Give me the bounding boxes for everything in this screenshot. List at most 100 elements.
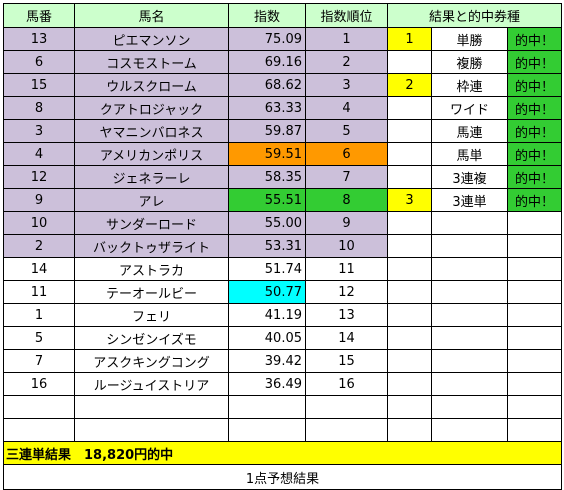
hit-status-cell: 的中！ <box>507 142 562 166</box>
index-cell: 55.00 <box>228 211 306 235</box>
horse-number-cell: 12 <box>3 165 75 189</box>
bet-type-cell <box>431 418 508 442</box>
table-row: 13 ピエマンソン 75.09 1 1 単勝 的中！ <box>3 27 562 51</box>
table-row: 12 ジェネラーレ 58.35 7 3連複 的中！ <box>3 165 562 189</box>
finish-place-cell <box>387 372 432 396</box>
horse-name-cell: ヤマニンバロネス <box>74 119 229 143</box>
index-rank-cell: 9 <box>305 211 388 235</box>
bet-type-cell <box>431 395 508 419</box>
index-cell: 68.62 <box>228 73 306 97</box>
hit-status-cell: 的中！ <box>507 27 562 51</box>
bet-type-cell: 単勝 <box>431 27 508 51</box>
table-row: 14 アストラカ 51.74 11 <box>3 257 562 281</box>
horse-number-cell: 16 <box>3 372 75 396</box>
horse-name-cell: アレ <box>74 188 229 212</box>
index-cell: 55.51 <box>228 188 306 212</box>
horse-name-cell: コスモストーム <box>74 50 229 74</box>
footer-row: 1点予想結果 <box>3 464 562 490</box>
horse-number-cell: 5 <box>3 326 75 350</box>
footer-caption: 1点予想結果 <box>3 464 562 490</box>
results-table: 馬番 馬名 指数 指数順位 結果と的中券種 13 ピエマンソン 75.09 1 1 単勝的… <box>3 3 562 490</box>
horse-number-cell: 11 <box>3 280 75 304</box>
finish-place-cell <box>387 303 432 327</box>
table-row: 16 ルージュイストリア 36.49 16 <box>3 372 562 396</box>
index-rank-cell: 8 <box>305 188 388 212</box>
finish-place-cell: 3 <box>387 188 432 212</box>
horse-number-cell: 15 <box>3 73 75 97</box>
table-row: 8 クアトロジャック 63.33 4 ワイド 的中！ <box>3 96 562 120</box>
index-cell: 59.51 <box>228 142 306 166</box>
horse-name-cell: シンゼンイズモ <box>74 326 229 350</box>
horse-number-cell: 1 <box>3 303 75 327</box>
index-cell: 41.19 <box>228 303 306 327</box>
index-rank-cell: 5 <box>305 119 388 143</box>
bet-type-cell <box>431 257 508 281</box>
bet-type-cell: 馬単 <box>431 142 508 166</box>
horse-number-cell: 9 <box>3 188 75 212</box>
hit-status-cell: 的中！ <box>507 50 562 74</box>
horse-number-cell: 4 <box>3 142 75 166</box>
finish-place-cell <box>387 234 432 258</box>
index-rank-cell: 6 <box>305 142 388 166</box>
horse-name-cell: サンダーロード <box>74 211 229 235</box>
table-row: 5 シンゼンイズモ 40.05 14 <box>3 326 562 350</box>
finish-place-cell <box>387 119 432 143</box>
finish-place-cell <box>387 349 432 373</box>
hit-status-cell <box>507 326 562 350</box>
table-row: 7 アスクキングコング 39.42 15 <box>3 349 562 373</box>
table-row: 9 アレ 55.51 8 3 3連単 的中！ <box>3 188 562 212</box>
bet-type-cell: 馬連 <box>431 119 508 143</box>
trifecta-result-text: 三連単結果 18,820円的中 <box>3 441 562 465</box>
index-rank-cell: 1 <box>305 27 388 51</box>
table-row: 11 テーオールビー 50.77 12 <box>3 280 562 304</box>
table-row <box>3 418 562 442</box>
hit-status-cell: 的中！ <box>507 96 562 120</box>
table-row: 6 コスモストーム 69.16 2 複勝 的中！ <box>3 50 562 74</box>
finish-place-cell <box>387 395 432 419</box>
horse-number-cell: 3 <box>3 119 75 143</box>
index-rank-cell: 12 <box>305 280 388 304</box>
index-cell: 75.09 <box>228 27 306 51</box>
finish-place-cell <box>387 142 432 166</box>
finish-place-cell <box>387 50 432 74</box>
bet-type-cell: 複勝 <box>431 50 508 74</box>
table-row <box>3 395 562 419</box>
index-rank-cell <box>305 395 388 419</box>
finish-place-cell: 1 <box>387 27 432 51</box>
horse-number-cell <box>3 418 75 442</box>
bet-type-cell <box>431 372 508 396</box>
hit-status-cell: 的中！ <box>507 73 562 97</box>
horse-number-cell: 14 <box>3 257 75 281</box>
horse-name-cell: クアトロジャック <box>74 96 229 120</box>
bet-type-cell <box>431 211 508 235</box>
index-cell <box>228 395 306 419</box>
horse-name-cell: バックトゥザライト <box>74 234 229 258</box>
table-row: 2 バックトゥザライト 53.31 10 <box>3 234 562 258</box>
index-cell: 39.42 <box>228 349 306 373</box>
horse-name-cell: フェリ <box>74 303 229 327</box>
finish-place-cell <box>387 326 432 350</box>
bet-type-cell: 3連複 <box>431 165 508 189</box>
finish-place-cell <box>387 96 432 120</box>
table-row: 1 フェリ 41.19 13 <box>3 303 562 327</box>
horse-number-cell: 7 <box>3 349 75 373</box>
finish-place-cell <box>387 211 432 235</box>
table-row: 3 ヤマニンバロネス 59.87 5 馬連 的中！ <box>3 119 562 143</box>
bet-type-cell <box>431 349 508 373</box>
horse-name-cell <box>74 395 229 419</box>
horse-number-cell: 8 <box>3 96 75 120</box>
finish-place-cell: 2 <box>387 73 432 97</box>
bet-type-cell: 枠連 <box>431 73 508 97</box>
horse-number-cell: 13 <box>3 27 75 51</box>
horse-name-cell: アストラカ <box>74 257 229 281</box>
index-cell: 40.05 <box>228 326 306 350</box>
index-rank-cell: 11 <box>305 257 388 281</box>
finish-place-cell <box>387 280 432 304</box>
horse-name-cell: ルージュイストリア <box>74 372 229 396</box>
table-row: 4 アメリカンポリス 59.51 6 馬単 的中！ <box>3 142 562 166</box>
hit-status-cell <box>507 234 562 258</box>
index-rank-cell: 16 <box>305 372 388 396</box>
header-row: 馬番 馬名 指数 指数順位 結果と的中券種 <box>3 3 562 28</box>
header-results: 結果と的中券種 <box>387 3 562 28</box>
header-index-rank: 指数順位 <box>305 3 388 28</box>
